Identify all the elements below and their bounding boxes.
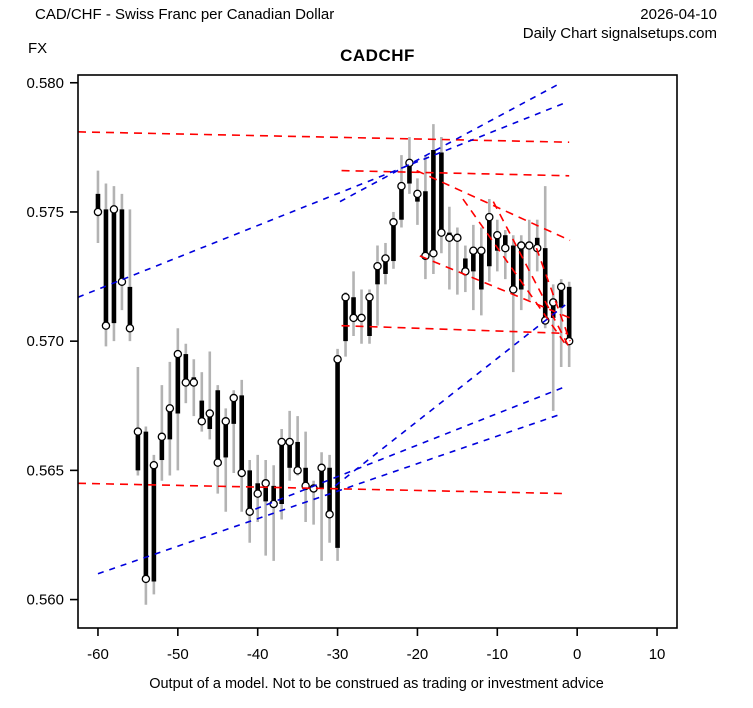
close-marker (229, 393, 238, 403)
x-axis-tick-label: 10 (649, 646, 666, 663)
close-marker (453, 233, 462, 243)
close-marker (413, 189, 422, 199)
close-marker (173, 349, 183, 359)
close-marker (149, 460, 159, 470)
close-marker (221, 417, 231, 426)
close-marker (205, 409, 215, 418)
close-marker (237, 468, 246, 478)
market-label: FX (28, 40, 48, 57)
close-marker (556, 282, 566, 292)
close-marker (317, 463, 326, 473)
chart-type-source: Daily Chart signalsetups.com (522, 25, 717, 42)
close-marker (157, 432, 167, 442)
x-axis-tick-label: 0 (573, 646, 581, 663)
close-marker (365, 292, 374, 302)
red-dashed-level-line (462, 198, 566, 345)
close-marker (469, 246, 478, 255)
x-axis-tick-label: -50 (167, 646, 189, 663)
close-marker (325, 510, 334, 519)
close-marker (101, 321, 111, 330)
close-marker (197, 417, 207, 426)
close-marker (277, 437, 286, 447)
x-axis-tick-label: -30 (327, 646, 349, 663)
close-marker (373, 261, 382, 271)
close-marker (269, 499, 278, 509)
y-axis-tick-label: 0.575 (26, 204, 64, 221)
close-marker (253, 489, 262, 498)
blue-dashed-trend-line (77, 102, 564, 298)
chart-title: CADCHF (340, 46, 415, 65)
close-marker (213, 458, 223, 467)
blue-dashed-trend-line (255, 386, 564, 510)
close-marker (381, 254, 390, 263)
y-axis-tick-label: 0.565 (26, 462, 64, 479)
close-marker (293, 466, 302, 475)
close-marker (133, 427, 143, 436)
red-dashed-level-line (416, 169, 571, 242)
red-dashed-level-line (77, 131, 570, 143)
close-marker (501, 243, 510, 253)
chart-date: 2026-04-10 (640, 6, 717, 23)
y-axis-tick-label: 0.570 (26, 333, 64, 350)
instrument-title: CAD/CHF - Swiss Franc per Canadian Dolla… (35, 6, 335, 23)
blue-dashed-trend-line (97, 412, 564, 575)
x-axis-tick-label: -20 (407, 646, 429, 663)
close-marker (357, 313, 366, 323)
x-axis-tick-label: -40 (247, 646, 269, 663)
red-dashed-level-line (341, 324, 567, 335)
blue-dashed-trend-line (339, 82, 562, 203)
blue-dashed-trend-line (334, 304, 566, 487)
close-marker (524, 241, 534, 250)
close-marker (333, 355, 342, 364)
close-marker (477, 246, 486, 255)
close-marker (181, 378, 191, 387)
red-dashed-level-line (341, 169, 570, 177)
close-marker (245, 507, 254, 516)
close-marker (493, 230, 502, 240)
close-marker (117, 277, 127, 286)
x-axis-tick-label: -60 (87, 646, 109, 663)
close-marker (341, 292, 350, 302)
disclaimer-text: Output of a model. Not to be construed a… (149, 676, 604, 692)
y-axis-tick-label: 0.580 (26, 75, 64, 92)
close-marker (349, 313, 358, 323)
close-marker (437, 228, 446, 237)
close-marker (165, 404, 175, 413)
x-axis-tick-label: -10 (486, 646, 508, 663)
close-marker (261, 479, 270, 488)
close-marker (389, 218, 398, 227)
close-marker (445, 233, 454, 243)
close-marker (125, 323, 135, 333)
close-marker (429, 249, 438, 258)
close-marker (285, 437, 294, 447)
close-marker (141, 574, 151, 584)
close-marker (509, 285, 518, 294)
close-marker (397, 181, 406, 191)
close-marker (485, 212, 494, 222)
y-axis-tick-label: 0.560 (26, 592, 64, 609)
plot-border (77, 74, 678, 629)
red-dashed-level-line (535, 247, 571, 342)
close-marker (189, 378, 199, 387)
close-marker (517, 241, 526, 250)
close-marker (109, 205, 119, 214)
close-marker (93, 207, 103, 217)
red-dashed-level-line (77, 482, 568, 495)
